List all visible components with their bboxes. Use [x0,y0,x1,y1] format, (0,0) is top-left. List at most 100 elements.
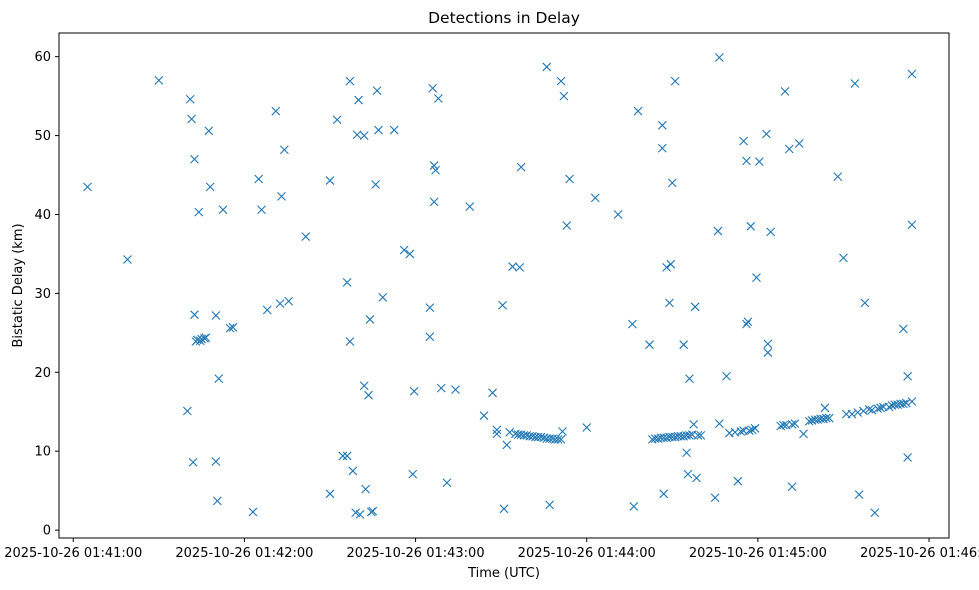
x-tick-label: 2025-10-26 01:46:00 [860,546,979,561]
data-point [763,348,773,357]
data-point [553,434,563,444]
data-point [405,249,415,259]
data-point [679,340,689,350]
data-point [371,180,381,189]
y-tick-label: 0 [43,524,51,539]
data-point [667,178,677,188]
data-point [190,154,199,164]
y-axis-label: Bistatic Delay (km) [11,223,26,347]
data-point [903,371,913,381]
data-point [713,226,723,236]
data-point [211,457,221,466]
data-point [853,408,863,417]
data-point [743,317,753,327]
data-point [901,398,911,408]
data-point [355,509,365,519]
data-point [787,482,797,492]
data-point [582,423,592,432]
data-point [850,79,860,88]
data-point [185,94,195,104]
data-point [666,259,676,269]
data-point [804,416,814,426]
data-point [429,161,439,170]
data-point [188,457,198,467]
data-point [211,311,221,320]
data-point [898,324,908,334]
data-point [590,193,600,203]
data-point [747,425,757,435]
data-point [559,91,569,101]
data-point [780,87,790,96]
data-point [488,388,497,398]
data-point [451,385,460,395]
data-point [389,125,399,135]
data-point [279,145,289,155]
data-point [354,95,363,105]
chart-title: Detections in Delay [428,9,580,27]
x-tick-label: 2025-10-26 01:41:00 [4,546,142,561]
data-point [739,136,749,146]
data-point [542,62,552,72]
y-tick-label: 20 [34,366,51,381]
data-point [425,303,435,312]
plot-frame [58,32,950,539]
data-point [218,205,228,215]
data-point [361,484,371,494]
data-point [545,500,555,510]
data-point [784,144,794,154]
data-point [499,504,509,514]
data-point [428,83,438,93]
data-point [465,202,475,211]
data-point [201,333,211,342]
data-point [657,120,667,130]
data-point [824,413,834,423]
data-point [257,205,266,215]
data-point [508,262,517,271]
data-point [154,75,164,85]
data-point [860,298,870,308]
data-point [479,411,489,421]
data-point [359,381,369,391]
data-point [187,114,197,124]
data-point [779,420,788,430]
data-point [752,273,761,282]
data-point [746,221,756,231]
data-point [262,305,272,315]
data-point [348,466,358,476]
data-point [515,262,525,272]
data-point [690,302,700,312]
data-point [662,262,671,272]
data-point [884,402,894,412]
data-point [787,419,797,429]
data-point [763,339,773,349]
data-point [821,413,831,423]
data-point [790,419,800,428]
data-point [374,125,383,135]
data-point [685,431,694,440]
data-point [683,469,693,479]
data-point [762,129,771,139]
data-point [228,322,238,332]
data-point [873,404,883,413]
data-point [182,406,192,416]
data-point [659,489,669,499]
data-point [820,403,830,413]
data-point [399,245,409,255]
data-point [854,490,864,499]
data-point [665,298,674,308]
x-tick-label: 2025-10-26 01:45:00 [689,546,827,561]
data-point [284,296,294,306]
data-point [409,386,419,396]
data-point [378,292,388,302]
data-point [214,374,224,383]
data-point [434,94,443,103]
data-point [536,432,546,442]
data-point [325,489,335,499]
y-axis: 0 10 20 30 40 50 60 [34,50,59,539]
data-point [689,419,699,429]
data-point [629,502,639,511]
data-point [562,221,572,230]
data-point [613,210,623,219]
data-point [83,182,92,192]
